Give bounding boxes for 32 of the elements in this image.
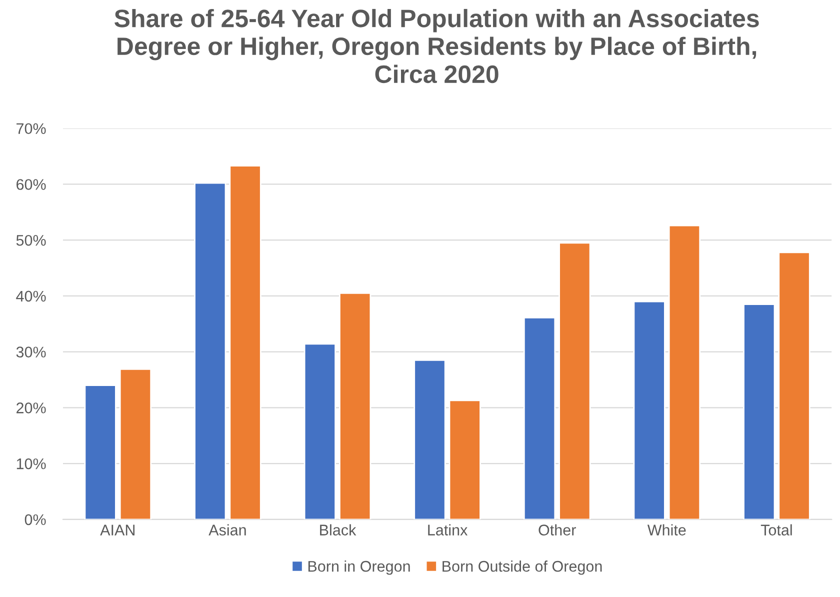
bar [668, 224, 701, 520]
bar [448, 400, 481, 520]
bar [339, 292, 372, 520]
bar [414, 359, 446, 520]
bar [84, 384, 116, 520]
bar [229, 165, 262, 520]
x-tick-label: Other [538, 524, 576, 536]
legend-label: Born Outside of Oregon [442, 560, 602, 575]
x-tick-label: AIAN [100, 524, 134, 536]
x-tick-label: White [647, 524, 686, 536]
x-tick-label: Black [320, 524, 356, 536]
legend-label: Born in Oregon [308, 560, 410, 575]
x-tick-label: Asian [208, 524, 246, 536]
y-tick-label: 30% [16, 346, 46, 358]
y-tick-label: 70% [16, 123, 46, 134]
bar [304, 343, 336, 520]
y-tick-label: 0% [24, 514, 46, 526]
bar [119, 368, 152, 520]
x-tick-label: Total [760, 524, 792, 536]
bar [194, 182, 226, 520]
bar [633, 300, 666, 520]
bar [743, 304, 776, 520]
y-tick-label: 50% [16, 234, 46, 246]
x-tick-label: Latinx [428, 524, 468, 536]
y-tick-label: 20% [16, 402, 46, 414]
bar [778, 252, 810, 520]
bar [558, 242, 591, 520]
bar [523, 317, 556, 520]
y-tick-label: 10% [16, 458, 46, 470]
chart-title: Share of 25-64 Year Old Population with an Associates Degree or Higher, Oregon Residents by Place of Birth, Circa 2020 [114, 8, 759, 84]
y-tick-label: 40% [16, 290, 46, 302]
y-tick-label: 60% [16, 179, 46, 190]
